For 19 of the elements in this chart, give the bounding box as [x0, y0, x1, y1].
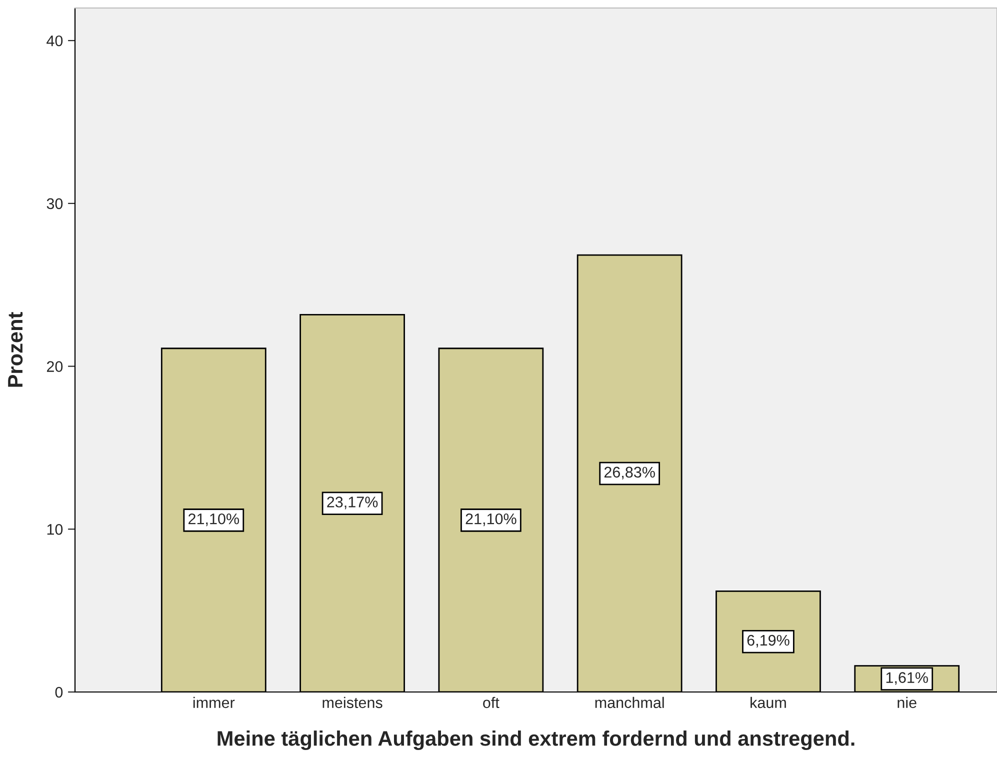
y-axis-title: Prozent — [8, 312, 23, 387]
y-tick-label: 0 — [55, 686, 63, 698]
data-label: 26,83% — [604, 466, 655, 480]
y-tick-label: 40 — [46, 35, 63, 46]
data-label: 1,61% — [886, 672, 928, 685]
x-tick-label: immer — [193, 696, 235, 708]
x-tick-label: nie — [898, 696, 916, 708]
x-tick-label: manchmal — [595, 696, 664, 708]
y-tick-label: 20 — [46, 361, 63, 372]
data-label: 21,10% — [466, 513, 516, 526]
data-label: 6,19% — [747, 634, 790, 648]
y-tick-label: 30 — [46, 198, 63, 210]
data-label: 23,17% — [327, 496, 378, 510]
x-axis-title: Meine täglichen Aufgaben sind extrem fordernd und anstregend. — [218, 730, 854, 750]
x-tick-label: oft — [483, 696, 500, 708]
data-label: 21,10% — [188, 513, 240, 526]
x-tick-label: meistens — [322, 696, 382, 708]
x-tick-label: kaum — [750, 696, 786, 708]
y-tick-label: 10 — [47, 524, 63, 535]
